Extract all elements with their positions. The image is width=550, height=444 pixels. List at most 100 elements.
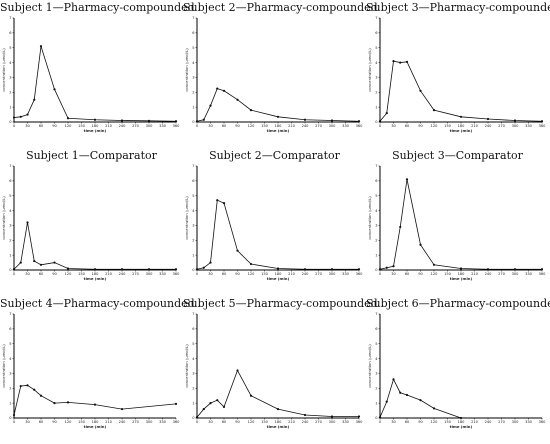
x-tick-label: 330 [525, 124, 533, 128]
data-point [120, 119, 124, 122]
x-tick-label: 240 [302, 420, 310, 424]
y-tick-label: 2 [192, 238, 194, 242]
x-tick-label: 270 [498, 420, 506, 424]
x-tick-label: 30 [391, 420, 396, 424]
data-point [12, 116, 16, 119]
x-tick-label: 240 [485, 124, 493, 128]
data-point [12, 413, 16, 417]
data-point [53, 261, 56, 264]
x-tick-label: 300 [512, 124, 520, 128]
y-tick-label: 1 [375, 401, 377, 405]
chart-panel: 0 1 2 3 4 5 6 7 0 30 60 90 120 150 180 210 240 270 300 330 3… [183, 296, 378, 444]
data-point [93, 268, 97, 271]
x-tick-label: 150 [444, 272, 452, 276]
x-axis-title: time (min) [450, 424, 473, 429]
data-point [459, 416, 463, 420]
x-tick-label: 60 [405, 272, 410, 276]
y-tick-label: 5 [9, 46, 11, 50]
x-tick-label: 60 [39, 420, 44, 424]
data-point [236, 249, 239, 252]
x-tick-label: 60 [39, 272, 44, 276]
x-axis-title: time (min) [84, 276, 107, 281]
data-point [378, 268, 382, 271]
x-tick-label: 240 [302, 272, 310, 276]
data-point [249, 109, 253, 112]
chart-svg: 0 1 2 3 4 5 6 7 0 30 60 90 120 150 180 210 240 270 300 330 3… [367, 164, 546, 281]
x-tick-label: 270 [315, 420, 323, 424]
x-tick-label: 0 [379, 272, 382, 276]
data-point [540, 268, 544, 271]
x-tick-label: 360 [539, 124, 547, 128]
x-tick-label: 150 [261, 272, 269, 276]
x-tick-label: 360 [173, 420, 181, 424]
y-tick-label: 6 [375, 179, 378, 183]
data-point [222, 89, 226, 92]
y-tick-label: 5 [192, 46, 194, 50]
data-point [419, 243, 422, 246]
chart-title: Subject 4—Pharmacy-compounded [0, 297, 195, 310]
x-tick-label: 30 [25, 420, 30, 424]
y-tick-label: 2 [192, 386, 194, 390]
y-tick-label: 6 [192, 327, 195, 331]
data-point [303, 118, 307, 121]
y-axis-title: concentration (µmol/L) [184, 196, 189, 240]
y-tick-label: 6 [375, 327, 378, 331]
data-point [66, 267, 70, 270]
chart-svg: 0 1 2 3 4 5 6 7 0 30 60 90 120 150 180 210 240 270 300 330 3… [184, 164, 363, 281]
y-tick-label: 2 [375, 238, 377, 242]
x-tick-label: 240 [485, 420, 493, 424]
y-tick-label: 4 [192, 61, 195, 65]
x-tick-label: 270 [132, 124, 140, 128]
y-tick-label: 5 [375, 342, 377, 346]
x-tick-label: 180 [275, 420, 283, 424]
x-tick-label: 30 [25, 272, 30, 276]
series-line [379, 179, 542, 270]
chart-panel: 0 1 2 3 4 5 6 7 0 30 60 90 120 150 180 210 240 270 300 330 3… [183, 0, 378, 148]
data-point [330, 415, 334, 418]
x-tick-label: 330 [525, 420, 533, 424]
y-tick-label: 7 [9, 16, 11, 20]
x-axis-title: time (min) [267, 276, 290, 281]
data-point [459, 115, 463, 118]
y-tick-label: 3 [192, 76, 194, 80]
data-point [276, 267, 280, 270]
y-tick-label: 2 [9, 238, 11, 242]
x-tick-label: 60 [222, 420, 227, 424]
x-tick-label: 330 [159, 272, 167, 276]
x-tick-label: 30 [208, 420, 213, 424]
x-tick-label: 180 [92, 272, 100, 276]
x-tick-label: 180 [458, 272, 466, 276]
y-axis-title: concentration (µmol/L) [367, 344, 372, 388]
x-axis-title: time (min) [450, 128, 473, 133]
data-point [216, 199, 219, 202]
x-tick-label: 210 [105, 124, 113, 128]
y-tick-label: 0 [192, 268, 195, 272]
y-tick-label: 1 [375, 105, 377, 109]
chart-title: Subject 3—Comparator [392, 149, 523, 162]
x-tick-label: 180 [458, 124, 466, 128]
y-tick-label: 5 [9, 342, 11, 346]
x-tick-label: 330 [525, 272, 533, 276]
data-point [174, 402, 178, 405]
data-point [202, 407, 205, 411]
chart-title: Subject 6—Pharmacy-compounded [366, 297, 550, 310]
chart-svg: 0 1 2 3 4 5 6 7 0 30 60 90 120 150 180 210 240 270 300 330 3… [184, 312, 363, 429]
y-tick-label: 0 [9, 120, 12, 124]
data-point [330, 119, 334, 122]
x-tick-label: 90 [235, 272, 240, 276]
chart-svg: 0 1 2 3 4 5 6 7 0 30 60 90 120 150 180 210 240 270 300 330 3… [1, 16, 180, 133]
y-tick-label: 5 [375, 194, 377, 198]
data-point [53, 88, 56, 91]
x-tick-label: 0 [13, 124, 16, 128]
data-point [147, 268, 151, 271]
x-tick-label: 210 [288, 124, 296, 128]
y-tick-label: 0 [375, 416, 378, 420]
data-point [276, 115, 280, 118]
x-tick-label: 360 [539, 420, 547, 424]
x-tick-label: 300 [512, 272, 520, 276]
chart-panel: 0 1 2 3 4 5 6 7 0 30 60 90 120 150 180 210 240 270 300 330 3… [183, 148, 366, 296]
y-tick-label: 7 [9, 164, 11, 168]
chart-title: Subject 2—Comparator [209, 149, 340, 162]
x-tick-label: 0 [13, 272, 16, 276]
data-point [378, 416, 382, 419]
